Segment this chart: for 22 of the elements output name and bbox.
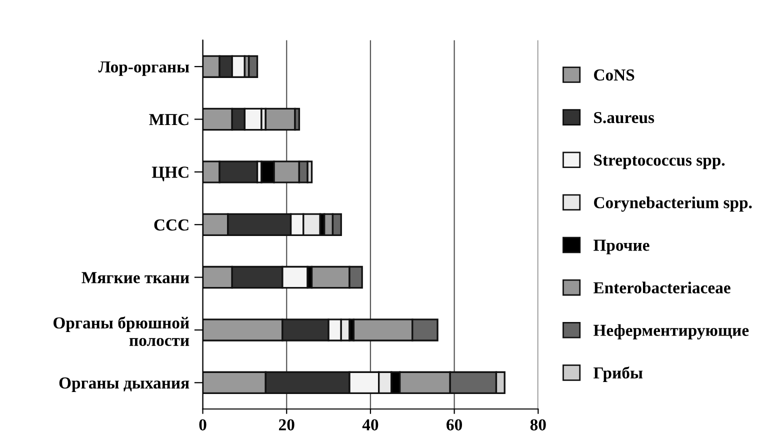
x-tick-label: 60 [446, 419, 462, 430]
y-tick-label: Органы брюшной полости [54, 316, 190, 346]
y-tick-label: МПС [149, 114, 188, 126]
y-tick-label: ЦНС [152, 166, 188, 182]
y-tick-label: ССС [154, 219, 188, 231]
legend-label: Streptococcus spp. [594, 154, 725, 170]
legend-label: Неферментирующие [594, 324, 749, 340]
y-tick-label: Лор-органы [98, 61, 190, 76]
legend-label: S.aureus [594, 112, 654, 124]
legend-label: Corynebacterium spp. [594, 196, 752, 212]
x-tick-label: 40 [362, 419, 378, 430]
legend-label: Enterobacteriaceae [594, 282, 730, 294]
legend-label: Прочие [594, 240, 650, 254]
x-tick-label: 80 [530, 419, 546, 430]
x-tick-label: 20 [278, 419, 294, 430]
legend-label: CoNS [594, 69, 634, 81]
legend-label: Грибы [594, 366, 643, 382]
y-tick-label: Мягкие ткани [82, 272, 190, 284]
y-tick-label: Органы дыхания [59, 377, 190, 392]
bar [248, 55, 258, 78]
bar [264, 108, 296, 131]
x-tick-label: 0 [199, 419, 206, 430]
